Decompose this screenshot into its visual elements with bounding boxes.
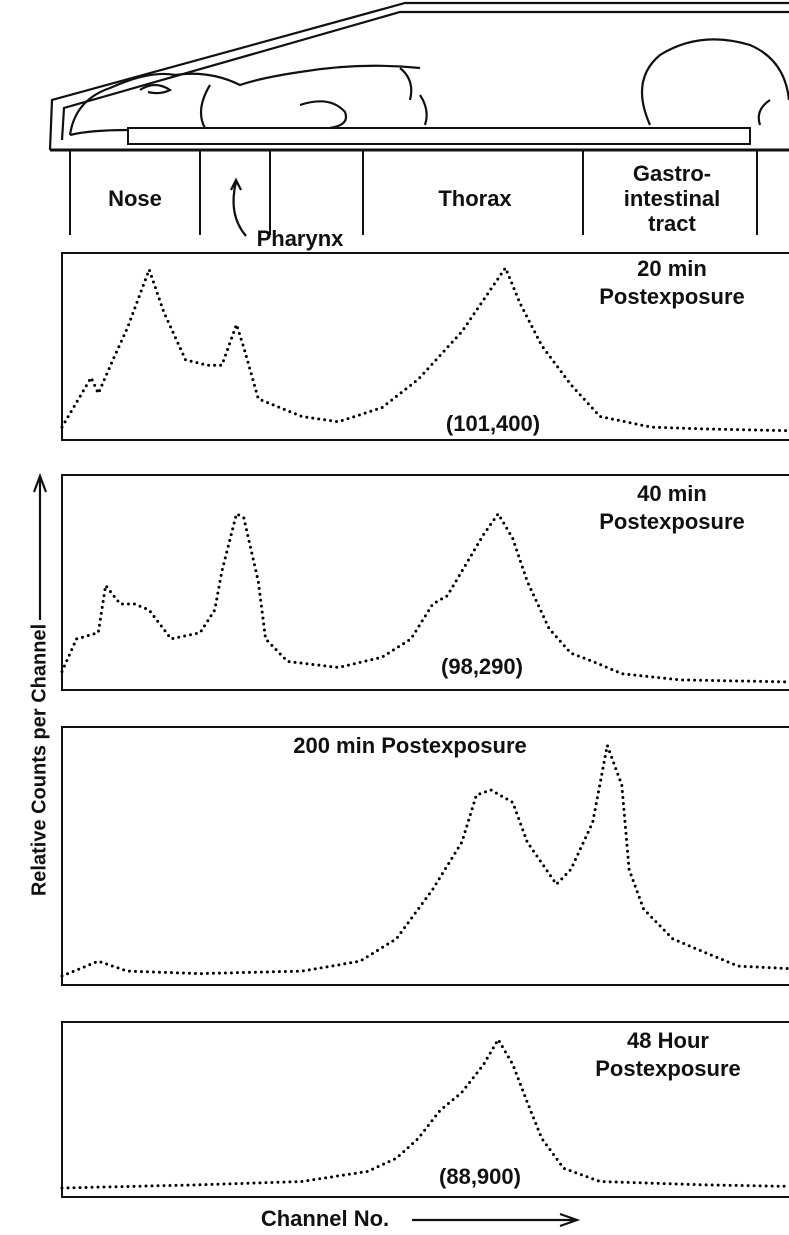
x-axis-arrow xyxy=(412,1212,581,1228)
y-axis-arrow xyxy=(32,472,48,620)
count-profile xyxy=(60,264,789,433)
count-profile xyxy=(60,1036,789,1190)
region-dividers xyxy=(69,150,758,235)
region-label: Thorax xyxy=(438,186,512,211)
panel-title: 200 min Postexposure xyxy=(293,733,527,758)
count-total: (101,400) xyxy=(446,411,540,436)
animal-limbs xyxy=(199,67,428,130)
holder-inner xyxy=(60,10,789,141)
animal-diagram xyxy=(48,1,789,237)
animal-eye xyxy=(139,83,173,95)
detector-plate xyxy=(127,127,751,145)
animal-leg xyxy=(757,99,771,126)
panel-title: Postexposure xyxy=(595,1056,741,1081)
count-profile xyxy=(60,739,789,978)
panel-frame xyxy=(61,726,789,986)
region-label: Pharynx xyxy=(257,226,345,251)
x-axis-label: Channel No. xyxy=(261,1206,389,1231)
panel-title: 40 min xyxy=(637,481,707,506)
panel-frame xyxy=(61,1021,789,1198)
panel-frame xyxy=(61,474,789,691)
panel-title: 48 Hour xyxy=(627,1028,709,1053)
region-label: Gastro- xyxy=(633,161,711,186)
holder-outline xyxy=(48,1,789,151)
region-label: intestinal xyxy=(624,186,721,211)
region-label: tract xyxy=(648,211,696,236)
region-label: Nose xyxy=(108,186,162,211)
animal-body xyxy=(640,38,789,126)
animal-head xyxy=(68,64,421,137)
y-axis-label: Relative Counts per Channel xyxy=(28,624,50,896)
pharynx-arrow xyxy=(230,177,247,237)
panel-title: 20 min xyxy=(637,256,707,281)
count-profile xyxy=(60,511,789,684)
panel-title: Postexposure xyxy=(599,509,745,534)
count-total: (88,900) xyxy=(439,1164,521,1189)
count-total: (98,290) xyxy=(441,654,523,679)
panel-title: Postexposure xyxy=(599,284,745,309)
panel-frame xyxy=(61,252,789,441)
